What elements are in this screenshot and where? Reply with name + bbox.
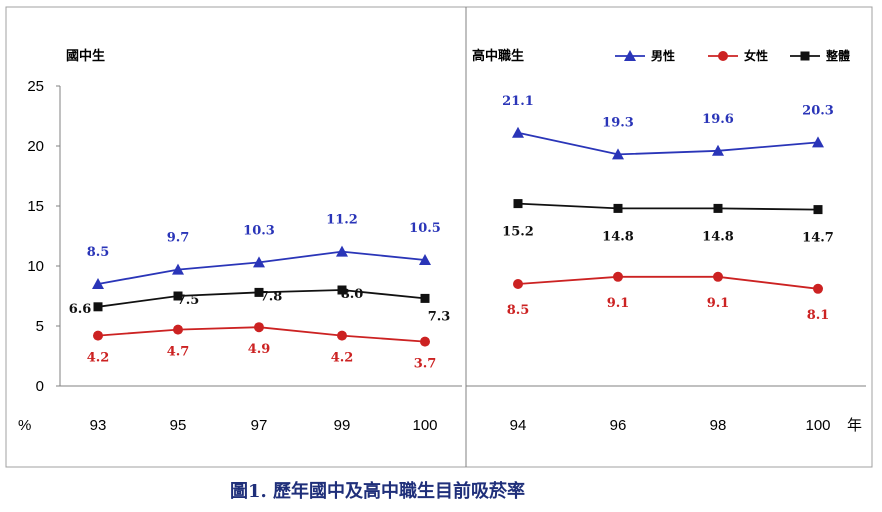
- data-labels-layer: 8.5 9.7 10.3 11.2 10.5 4.2 4.7 4.9 4.2 3.7 6.6 7.5 7…: [69, 94, 834, 372]
- legend-marker-square: [800, 51, 810, 61]
- marker-total-junior-high: [420, 293, 430, 303]
- marker-total-junior-high: [254, 287, 264, 297]
- marker-male-junior-high: [336, 245, 348, 257]
- legend-marker-triangle: [624, 50, 636, 61]
- data-label-male-junior-high: 10.3: [243, 223, 275, 238]
- data-label-male-junior-high: 10.5: [409, 221, 441, 236]
- x-tick-label-junior-high: 93: [90, 417, 107, 434]
- y-axis-unit-label: %: [18, 417, 31, 434]
- y-tick-label: 5: [36, 318, 44, 335]
- y-tick-label: 10: [27, 258, 44, 275]
- data-label-female-junior-high: 4.2: [331, 351, 354, 366]
- marker-total-junior-high: [337, 285, 347, 295]
- x-tick-label-junior-high: 97: [251, 417, 268, 434]
- marker-female-junior-high: [254, 322, 264, 333]
- data-label-male-senior-high: 19.6: [702, 112, 734, 127]
- marker-total-junior-high: [93, 302, 103, 312]
- marker-female-senior-high: [613, 271, 623, 282]
- data-label-total-junior-high: 6.6: [69, 302, 92, 317]
- marker-total-senior-high: [513, 199, 523, 209]
- data-label-female-junior-high: 3.7: [414, 357, 437, 372]
- y-tick-label: 20: [27, 138, 44, 155]
- marker-male-senior-high: [812, 136, 824, 148]
- data-label-total-junior-high: 7.3: [428, 309, 451, 324]
- data-label-male-senior-high: 19.3: [602, 115, 634, 130]
- data-label-total-junior-high: 7.5: [177, 293, 200, 308]
- marker-male-junior-high: [92, 278, 104, 289]
- marker-male-junior-high: [253, 256, 265, 268]
- legend-marker-circle: [718, 51, 728, 61]
- data-label-total-senior-high: 14.8: [702, 229, 734, 244]
- data-label-total-senior-high: 15.2: [502, 225, 534, 240]
- data-label-total-junior-high: 7.8: [260, 289, 283, 304]
- data-label-female-junior-high: 4.2: [87, 351, 110, 366]
- marker-male-junior-high: [172, 263, 184, 275]
- data-label-male-senior-high: 20.3: [802, 103, 834, 118]
- marker-male-senior-high: [712, 144, 724, 156]
- marker-male-junior-high: [419, 254, 431, 265]
- marker-female-senior-high: [513, 279, 523, 289]
- marker-female-junior-high: [337, 330, 347, 341]
- marker-female-senior-high: [713, 271, 723, 282]
- marker-total-junior-high: [173, 291, 183, 301]
- marker-total-senior-high: [613, 203, 623, 213]
- marker-male-senior-high: [512, 126, 524, 138]
- data-label-total-junior-high: 8.0: [341, 287, 364, 302]
- x-tick-label-junior-high: 99: [334, 417, 351, 434]
- legend-label-0: 男性: [651, 48, 675, 63]
- marker-male-senior-high: [612, 148, 624, 160]
- x-tick-label-junior-high: 95: [170, 417, 187, 434]
- series-line-total-senior-high: [517, 202, 819, 211]
- legend: 男性 女性 整體: [615, 48, 850, 63]
- data-label-total-senior-high: 14.7: [802, 231, 834, 246]
- legend-label-1: 女性: [744, 48, 768, 63]
- series-line-male-senior-high: [517, 131, 819, 156]
- x-tick-label-senior-high: 100: [805, 417, 830, 434]
- data-label-female-senior-high: 8.1: [807, 308, 830, 323]
- marker-female-junior-high: [420, 336, 430, 347]
- y-tick-label: 0: [36, 378, 44, 395]
- marker-female-senior-high: [813, 283, 823, 294]
- x-axis-unit-label: 年: [847, 417, 862, 434]
- data-label-male-junior-high: 9.7: [167, 231, 190, 246]
- data-label-male-junior-high: 8.5: [87, 245, 110, 260]
- legend-label-2: 整體: [825, 48, 850, 63]
- chart-frame: [5, 6, 873, 468]
- marker-total-senior-high: [813, 205, 823, 215]
- series-markers-layer: [92, 126, 824, 347]
- marker-total-senior-high: [713, 203, 723, 213]
- data-label-total-senior-high: 14.8: [602, 229, 634, 244]
- x-tick-label-junior-high: 100: [412, 417, 437, 434]
- data-label-female-junior-high: 4.9: [248, 342, 271, 357]
- panel-title-senior-high: 高中職生: [472, 48, 524, 64]
- marker-female-junior-high: [93, 330, 103, 341]
- y-tick-label: 25: [27, 78, 44, 95]
- data-label-male-junior-high: 11.2: [326, 213, 358, 228]
- series-line-female-senior-high: [517, 275, 819, 290]
- x-tick-label-senior-high: 96: [610, 417, 627, 434]
- axes-layer: 0 5 10 15 20 25 93 95 97 99 100 94 96 98 100: [27, 78, 866, 434]
- data-label-female-senior-high: 9.1: [607, 296, 630, 311]
- data-label-female-senior-high: 8.5: [507, 303, 530, 318]
- data-label-female-senior-high: 9.1: [707, 296, 730, 311]
- data-label-male-senior-high: 21.1: [502, 94, 534, 109]
- panel-title-junior-high: 國中生: [66, 48, 105, 64]
- x-tick-label-senior-high: 94: [510, 417, 527, 434]
- y-tick-label: 15: [27, 198, 44, 215]
- figure-caption: 圖1. 歷年國中及高中職生目前吸菸率: [230, 480, 525, 502]
- marker-female-junior-high: [173, 324, 183, 335]
- data-label-female-junior-high: 4.7: [167, 345, 190, 360]
- x-tick-label-senior-high: 98: [710, 417, 727, 434]
